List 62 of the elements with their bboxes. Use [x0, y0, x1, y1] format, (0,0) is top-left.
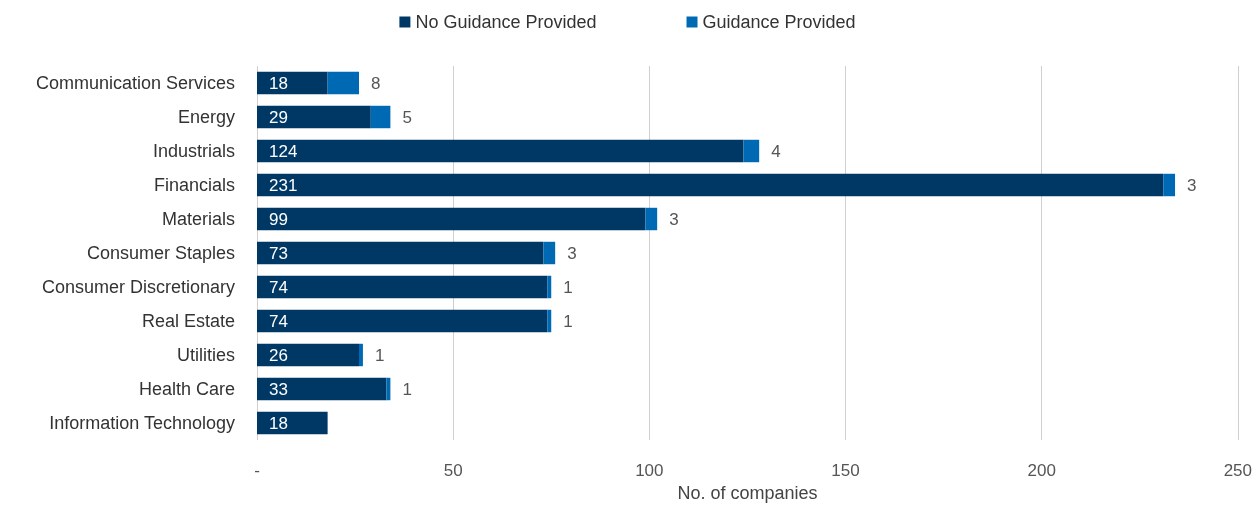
data-label: 3: [1187, 175, 1197, 195]
data-label: 1: [402, 379, 412, 399]
y-tick-label: Health Care: [138, 379, 235, 399]
x-tick-label: 150: [831, 461, 860, 480]
data-label: 18: [269, 73, 288, 93]
legend-label: Guidance Provided: [702, 12, 856, 32]
bar: [547, 309, 552, 333]
data-label: 73: [269, 243, 288, 263]
bar: [257, 377, 387, 401]
data-label: 5: [402, 107, 412, 127]
bar: [743, 139, 760, 163]
bar: [327, 71, 360, 95]
bar: [257, 139, 744, 163]
bar: [257, 105, 371, 129]
x-tick-label: 200: [1027, 461, 1056, 480]
y-tick-label: Communication Services: [35, 73, 235, 93]
bar: [257, 309, 548, 333]
bar: [547, 275, 552, 299]
legend-label: No Guidance Provided: [415, 12, 597, 32]
bar: [370, 105, 391, 129]
y-tick-label: Information Technology: [49, 413, 235, 433]
y-tick-label: Utilities: [176, 345, 235, 365]
data-label: 4: [771, 141, 781, 161]
data-label: 231: [269, 175, 298, 195]
data-label: 99: [269, 209, 288, 229]
bar: [543, 241, 556, 265]
bar: [257, 275, 548, 299]
x-axis-title: No. of companies: [677, 482, 818, 503]
data-label: 3: [669, 209, 679, 229]
data-label: 74: [269, 277, 288, 297]
bar: [1163, 173, 1176, 197]
bar: [386, 377, 391, 401]
y-tick-label: Real Estate: [141, 311, 235, 331]
data-label: 33: [269, 379, 288, 399]
bar: [257, 241, 544, 265]
data-label: 29: [269, 107, 288, 127]
y-tick-label: Materials: [161, 209, 235, 229]
data-label: 1: [563, 311, 573, 331]
y-tick-label: Consumer Staples: [86, 243, 235, 263]
data-label: 124: [269, 141, 298, 161]
bar: [257, 343, 360, 367]
bar: [645, 207, 658, 231]
x-tick-label: 100: [635, 461, 664, 480]
data-label: 1: [374, 345, 385, 365]
bar: [257, 207, 646, 231]
x-tick-label: -: [254, 461, 260, 480]
data-label: 3: [567, 243, 577, 263]
bar: [257, 173, 1164, 197]
bar: [257, 411, 328, 435]
x-tick-label: 250: [1223, 461, 1253, 480]
bar: [359, 343, 363, 367]
data-label: 8: [371, 73, 381, 93]
data-label: 18: [269, 413, 288, 433]
x-tick-label: 50: [443, 461, 463, 480]
data-label: 1: [563, 277, 573, 297]
bar: [257, 71, 328, 95]
y-tick-label: Energy: [177, 107, 235, 127]
y-tick-label: Industrials: [152, 141, 235, 161]
data-label: 26: [269, 345, 288, 365]
y-tick-label: Consumer Discretionary: [41, 277, 235, 297]
y-tick-label: Financials: [153, 175, 235, 195]
data-label: 74: [269, 311, 288, 331]
